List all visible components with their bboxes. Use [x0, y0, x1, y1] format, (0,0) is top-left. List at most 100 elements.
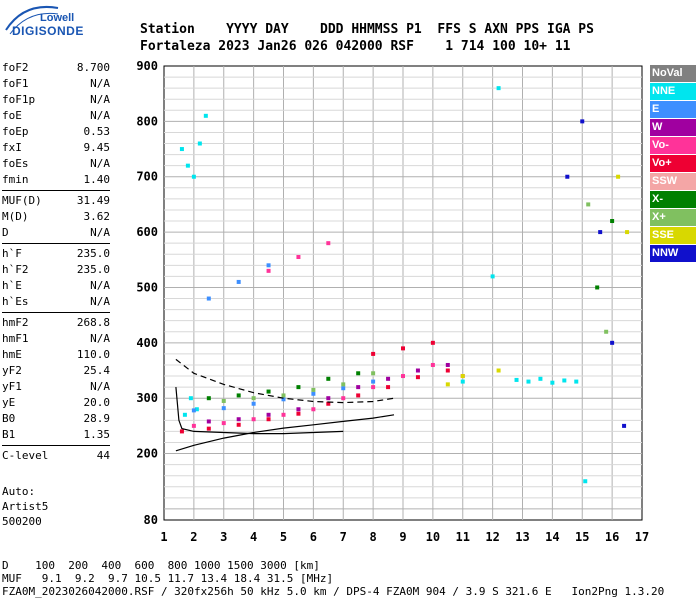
legend-item-x: X-	[650, 191, 696, 208]
param-value: 25.4	[83, 364, 111, 377]
x-tick-label: 13	[515, 530, 529, 544]
param-row: fmin 1.40	[2, 172, 110, 188]
param-name: foF2	[2, 61, 29, 74]
param-row: foF2 8.700	[2, 60, 110, 76]
data-point-e	[206, 296, 211, 301]
data-point-nnw	[565, 174, 570, 179]
data-point-vo	[430, 362, 435, 367]
data-point-vo	[251, 417, 256, 422]
digisonde-logo: Lowell DIGISONDE	[0, 0, 130, 48]
param-row: fxI 9.45	[2, 140, 110, 156]
legend-item-vo: Vo-	[650, 137, 696, 154]
param-value: N/A	[90, 380, 110, 393]
param-row: C-level 44	[2, 448, 110, 464]
footer-file: FZA0M_2023026042000.RSF / 320fx256h 50 k…	[2, 585, 665, 598]
param-value: 9.45	[83, 141, 111, 154]
data-point-nnw	[580, 119, 585, 124]
data-point-x	[221, 398, 226, 403]
data-point-nne	[562, 378, 567, 383]
param-value: 1.35	[83, 428, 111, 441]
data-point-x	[266, 389, 271, 394]
param-row: foF1 N/A	[2, 76, 110, 92]
param-name: h`F2	[2, 263, 29, 276]
auto-code: 500200	[2, 515, 42, 528]
y-tick-label: 400	[136, 336, 158, 350]
data-point-e	[266, 263, 271, 268]
data-point-x	[206, 396, 211, 401]
data-point-x	[311, 387, 316, 392]
data-point-vo	[236, 422, 241, 427]
data-point-w	[356, 385, 361, 390]
x-tick-label: 16	[605, 530, 619, 544]
data-point-vo	[311, 407, 316, 412]
param-row: foEs N/A	[2, 156, 110, 172]
param-row: h`F 235.0	[2, 246, 110, 262]
auto-artist: Artist5	[2, 500, 49, 513]
data-point-vo	[296, 255, 301, 260]
data-point-sse	[625, 230, 630, 235]
param-value: 0.53	[83, 125, 111, 138]
data-point-vo	[326, 401, 331, 406]
param-row: MUF(D) 31.49	[2, 193, 110, 209]
polarization-legend: NoVal NNE E W Vo- Vo+ SSW X- X+ SSE NNW	[650, 65, 696, 263]
data-point-nne	[179, 147, 184, 152]
x-tick-label: 4	[250, 530, 257, 544]
param-separator	[2, 243, 110, 244]
param-row: h`F2 235.0	[2, 262, 110, 278]
legend-item-vo: Vo+	[650, 155, 696, 172]
param-row: h`E N/A	[2, 278, 110, 294]
param-name: foF1	[2, 77, 29, 90]
data-point-vo	[221, 421, 226, 426]
data-point-vo	[401, 374, 405, 379]
data-point-vo	[179, 429, 184, 434]
data-point-nne	[191, 174, 196, 179]
data-point-x	[341, 382, 346, 387]
data-point-sse	[616, 174, 621, 179]
data-point-vo	[371, 385, 376, 390]
footer-distance: D 100 200 400 600 800 1000 1500 3000 [km…	[2, 559, 320, 572]
data-point-sse	[496, 368, 501, 373]
data-point-x	[604, 329, 609, 334]
param-value: 235.0	[76, 263, 110, 276]
param-separator	[2, 445, 110, 446]
data-point-nnw	[622, 423, 627, 428]
y-tick-label: 900	[136, 59, 158, 73]
param-row: foEp 0.53	[2, 124, 110, 140]
x-tick-label: 11	[456, 530, 470, 544]
data-point-w	[445, 362, 450, 367]
param-value: 28.9	[83, 412, 111, 425]
param-row: hmE 110.0	[2, 347, 110, 363]
data-point-e	[341, 386, 346, 391]
data-point-w	[266, 412, 271, 417]
data-point-vo	[206, 426, 211, 431]
data-point-w	[206, 419, 211, 424]
param-name: foEs	[2, 157, 29, 170]
header-values: Fortaleza 2023 Jan26 026 042000 RSF 1 71…	[140, 39, 571, 54]
data-point-vo	[401, 346, 405, 351]
x-tick-label: 2	[190, 530, 197, 544]
logo-line1: Lowell	[40, 12, 75, 24]
param-row: yE 20.0	[2, 395, 110, 411]
data-point-nne	[490, 274, 495, 279]
data-point-x	[236, 393, 241, 398]
data-point-vo	[191, 423, 196, 428]
data-point-vo	[386, 385, 391, 390]
x-tick-label: 7	[340, 530, 347, 544]
data-point-sse	[445, 382, 450, 387]
param-row: h`Es N/A	[2, 294, 110, 310]
y-tick-label: 600	[136, 225, 158, 239]
param-row: foF1p N/A	[2, 92, 110, 108]
param-name: hmF1	[2, 332, 29, 345]
data-point-vo	[326, 241, 331, 246]
data-point-nne	[194, 407, 199, 412]
param-name: hmF2	[2, 316, 29, 329]
data-point-vo	[266, 417, 271, 422]
legend-item-ssw: SSW	[650, 173, 696, 190]
data-point-sse	[460, 374, 465, 379]
param-value: N/A	[90, 279, 110, 292]
param-value: 44	[96, 449, 110, 462]
param-name: h`F	[2, 247, 22, 260]
data-point-vo	[341, 396, 346, 401]
data-point-nne	[185, 163, 190, 168]
param-name: M(D)	[2, 210, 29, 223]
